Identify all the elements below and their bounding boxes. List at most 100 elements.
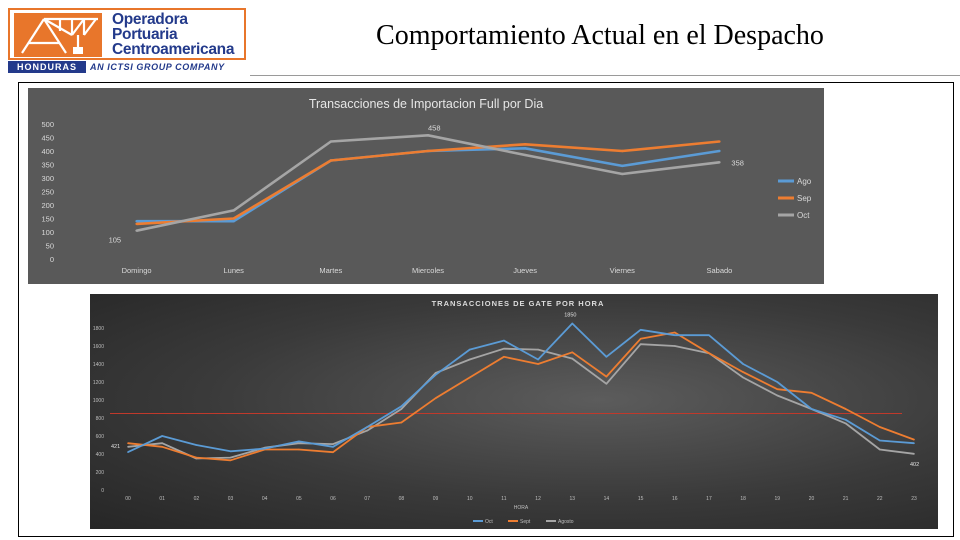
chart1-data-point [232,209,235,212]
chart1-data-point [523,143,527,146]
slide-header: Operadora Portuaria Centroamericana HOND… [0,0,960,80]
chart1-title: Transacciones de Importacion Full por Di… [309,97,543,111]
chart1-data-point [523,153,527,157]
chart1-data-point [621,164,624,168]
content-frame [18,82,954,537]
chart2-y-tick: 0 [101,488,104,494]
chart2-x-tick: 16 [672,496,678,502]
chart2-x-tick: 12 [535,496,541,502]
chart1-y-tick: 500 [41,120,54,129]
chart1-data-point [621,149,624,153]
chart1-y-tick: 0 [50,255,54,264]
chart2-data-point [161,435,163,437]
chart2-x-tick: 23 [911,496,917,502]
chart1-legend-label: Oct [797,211,810,220]
crane-icon [14,13,102,57]
chart2-y-tick: 800 [96,416,105,422]
chart1-legend-label: Sep [797,194,812,203]
gate-transactions-chart: TRANSACCIONES DE GATE POR HORA 0 200 400 600… [90,294,938,529]
chart2-data-point [673,331,676,334]
chart2-x-tick: 20 [809,496,815,502]
chart2-data-point [639,343,642,345]
chart1-y-tick: 300 [41,174,54,183]
chart2-data-point [298,440,300,443]
chart2-y-tick: 600 [96,434,105,440]
chart2-legend-label: Agosto [558,519,574,525]
chart1-x-tick: Viernes [610,266,636,275]
chart2-legend-label: Oct [485,519,493,525]
chart1-data-point [135,229,138,232]
chart2-data-point [708,334,710,336]
chart1-data-point [718,161,721,164]
chart2-data-point [571,322,574,325]
chart2-data-point [913,438,915,441]
chart1-x-tick: Domingo [122,266,152,275]
chart2-data-point [332,443,334,445]
chart2-data-point [127,451,129,453]
chart1-y-tick: 450 [41,134,54,143]
chart1-data-point [135,220,138,223]
chart2-x-tick: 01 [159,496,165,502]
chart1-series-line-ago [136,146,720,223]
chart2-x-tick: 09 [433,496,439,502]
chart2-y-tick: 1800 [93,326,104,332]
logo-tagline: AN ICTSI GROUP COMPANY [90,62,225,72]
chart2-x-tick: 22 [877,496,883,502]
chart2-data-point [537,363,539,365]
chart1-data-point [621,172,624,176]
chart1-data-label: 458 [428,123,441,132]
logo-line-1: Operadora [112,11,188,28]
chart2-data-point [366,429,369,432]
chart2-x-tick: 07 [364,496,370,502]
chart2-data-point [742,371,744,373]
chart2-data-point [468,358,471,361]
chart2-data-point [195,456,198,459]
chart2-y-tick: 1600 [93,344,104,350]
chart2-data-point [776,381,779,383]
chart1-x-tick: Lunes [223,266,244,275]
logo-box: Operadora Portuaria Centroamericana [8,8,246,60]
chart1-y-tick: 250 [41,188,54,197]
chart2-data-point [776,394,779,397]
chart2-legend-label: Sept [520,519,531,525]
logo-line-2: Portuaria [112,26,178,43]
chart2-x-tick: 03 [228,496,234,502]
chart1-y-tick: 400 [41,147,54,156]
chart2-data-point [263,447,266,450]
chart1-y-tick: 50 [46,242,54,251]
chart2-data-point [742,376,744,379]
chart2-data-point [127,446,129,448]
chart1-y-tick: 150 [41,215,54,224]
chart2-data-point [571,357,574,360]
chart1-y-tick: 350 [41,161,54,170]
logo-line-3: Centroamericana [112,41,235,58]
chart2-data-point [127,442,129,444]
slide-title: Comportamiento Actual en el Despacho [376,20,824,51]
chart2-data-point [673,334,676,336]
chart1-data-point [232,217,235,220]
chart2-data-label: 1850 [564,313,576,319]
chart2-y-tick: 1400 [93,362,104,368]
chart1-data-point [523,147,527,150]
chart1-data-point [426,149,430,153]
chart1-data-point [329,140,333,143]
chart2-data-point [810,408,813,410]
chart2-data-point [673,345,676,347]
chart2-data-point [434,397,437,399]
chart1-legend-label: Ago [797,177,812,186]
chart2-data-point [468,348,471,351]
chart2-x-tick: 02 [194,496,200,502]
chart2-data-label: 421 [111,444,120,450]
chart2-data-point [844,422,847,425]
logo-country: HONDURAS [8,61,86,73]
chart2-data-label: 402 [910,462,919,468]
chart2-data-point [844,419,847,421]
chart2-y-tick: 400 [96,452,105,458]
chart2-x-axis-label: HORA [514,505,529,511]
chart2-x-tick: 00 [125,496,131,502]
chart2-data-point [537,358,539,361]
chart2-series-line-sept [127,331,915,462]
chart2-data-point [844,408,847,410]
chart2-data-point [229,456,232,459]
chart2-data-point [161,442,163,444]
